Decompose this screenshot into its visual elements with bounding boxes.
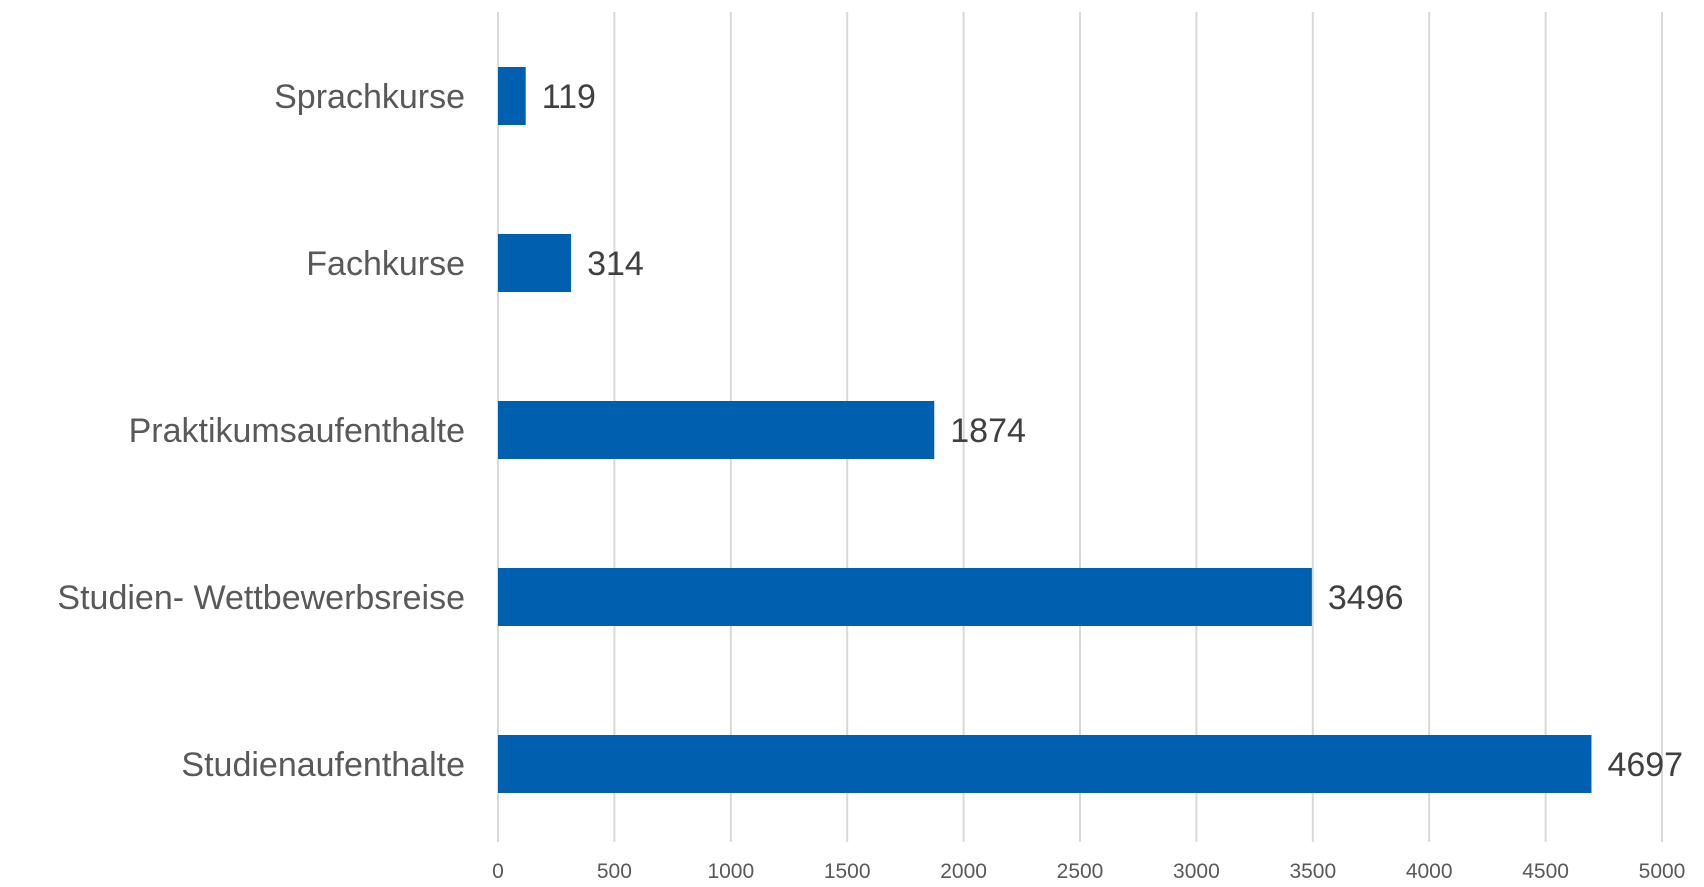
x-tick-label-5000: 5000	[1639, 860, 1686, 883]
bar-sprachkurse	[498, 67, 526, 125]
category-label-sprachkurse: Sprachkurse	[274, 78, 465, 116]
bar-fachkurse	[498, 234, 572, 292]
x-tick-label-500: 500	[597, 860, 632, 883]
data-label-sprachkurse: 119	[542, 78, 596, 116]
x-axis-ticks: 0 500 1000 1500 2000 2500 3000 3500 4000 4500 5000	[492, 860, 1685, 883]
data-label-studienaufenthalte: 4697	[1607, 746, 1683, 784]
x-tick-label-4000: 4000	[1406, 860, 1453, 883]
data-label-studien-wettbewerbsreise: 3496	[1328, 579, 1404, 617]
bar-studien-wettbewerbsreise	[498, 568, 1312, 626]
data-labels: 119 314 1874 3496 4697	[542, 78, 1683, 784]
x-tick-label-1000: 1000	[707, 860, 754, 883]
x-tick-label-2500: 2500	[1057, 860, 1104, 883]
bar-studienaufenthalte	[498, 735, 1592, 793]
x-tick-label-0: 0	[492, 860, 504, 883]
bar-praktikumsaufenthalte	[498, 401, 935, 459]
category-label-praktikumsaufenthalte: Praktikumsaufenthalte	[129, 412, 465, 450]
category-label-studienaufenthalte: Studienaufenthalte	[181, 746, 465, 784]
category-labels: Sprachkurse Fachkurse Praktikumsaufenthalt…	[57, 78, 465, 784]
x-tick-label-1500: 1500	[824, 860, 871, 883]
data-label-praktikumsaufenthalte: 1874	[950, 412, 1026, 450]
category-label-fachkurse: Fachkurse	[306, 245, 465, 283]
bars	[498, 67, 1592, 793]
x-tick-label-2000: 2000	[940, 860, 987, 883]
data-label-fachkurse: 314	[587, 245, 644, 283]
category-label-studien-wettbewerbsreise: Studien- Wettbewerbsreise	[57, 579, 465, 617]
gridlines	[497, 12, 1663, 842]
x-tick-label-3500: 3500	[1289, 860, 1336, 883]
x-tick-label-3000: 3000	[1173, 860, 1220, 883]
x-tick-label-4500: 4500	[1522, 860, 1569, 883]
